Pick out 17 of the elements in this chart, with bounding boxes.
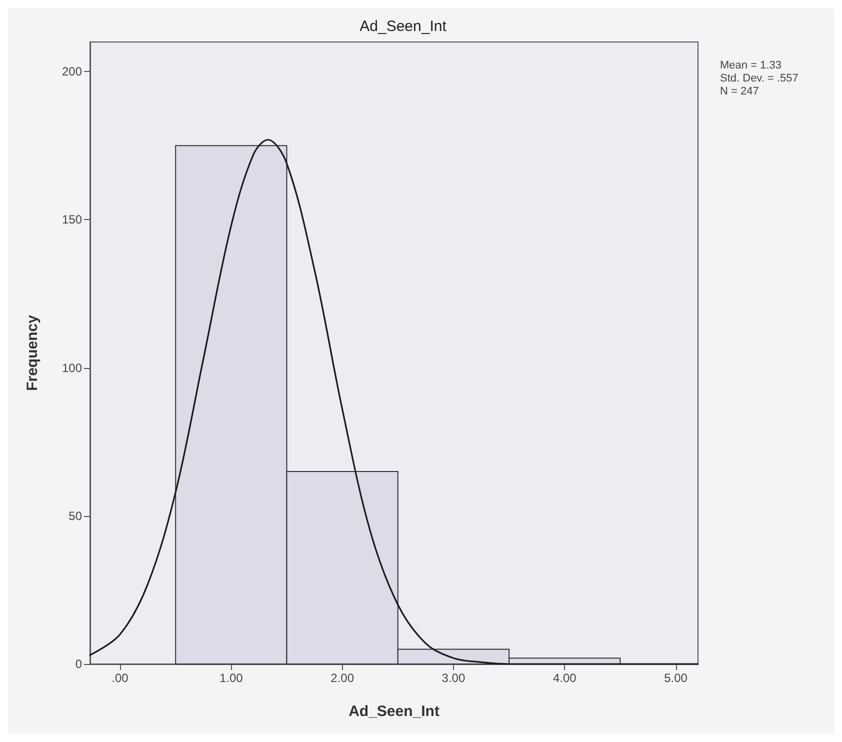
y-axis-title: Frequency — [24, 314, 41, 391]
text: N = 247 — [720, 86, 759, 98]
x-tick-label: 4.00 — [552, 671, 577, 685]
x-tick-label: 1.00 — [219, 671, 244, 685]
y-tick-label: 50 — [68, 508, 82, 523]
text: Std. Dev. = .557 — [720, 72, 798, 84]
chart-title: Ad_Seen_Int — [360, 18, 448, 35]
y-tick-label: 100 — [62, 360, 82, 375]
x-tick-label: 2.00 — [330, 671, 354, 685]
y-tick-label: 0 — [75, 657, 82, 671]
y-tick-label: 150 — [62, 212, 82, 227]
x-tick-label: .00 — [112, 671, 129, 685]
y-tick-label: 200 — [62, 64, 82, 79]
x-tick-label: 5.00 — [664, 671, 688, 685]
x-axis-title: Ad_Seen_Int — [348, 703, 440, 720]
text: Mean = 1.33 — [720, 60, 782, 72]
x-tick-label: 3.00 — [442, 671, 466, 685]
